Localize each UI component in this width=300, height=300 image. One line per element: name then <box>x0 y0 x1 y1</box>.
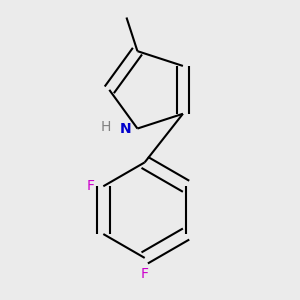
Text: H: H <box>100 120 111 134</box>
Text: N: N <box>119 122 131 136</box>
Text: F: F <box>86 179 94 193</box>
Text: F: F <box>141 267 149 281</box>
